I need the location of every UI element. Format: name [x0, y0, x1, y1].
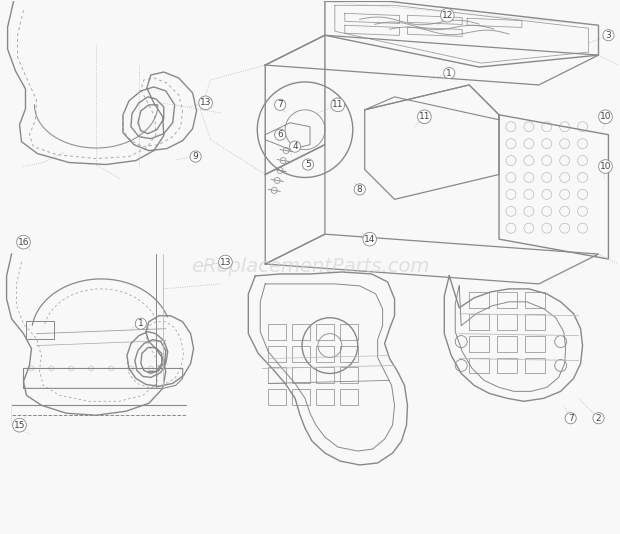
Text: 7: 7 [568, 414, 574, 423]
Bar [497, 358, 517, 373]
Text: 14: 14 [364, 234, 375, 244]
Bar [316, 324, 334, 340]
Bar [497, 314, 517, 329]
Bar [469, 292, 489, 308]
Bar [316, 345, 334, 362]
Text: 8: 8 [357, 185, 363, 194]
Bar [268, 345, 286, 362]
Bar [268, 389, 286, 405]
Bar [469, 336, 489, 351]
Text: 13: 13 [200, 98, 211, 107]
Bar [268, 324, 286, 340]
Text: 9: 9 [193, 152, 198, 161]
Bar [497, 292, 517, 308]
Text: 1: 1 [446, 68, 452, 77]
Bar [525, 314, 545, 329]
Bar [525, 358, 545, 373]
Text: 10: 10 [600, 112, 611, 121]
Text: 10: 10 [600, 162, 611, 171]
Bar [292, 324, 310, 340]
Text: 16: 16 [18, 238, 29, 247]
Bar [340, 324, 358, 340]
Text: 1: 1 [138, 319, 144, 328]
Bar [340, 367, 358, 383]
Text: 13: 13 [219, 257, 231, 266]
Text: 2: 2 [596, 414, 601, 423]
Text: eReplacementParts.com: eReplacementParts.com [191, 256, 429, 276]
Text: 7: 7 [277, 100, 283, 109]
Bar [27, 321, 55, 339]
Bar [469, 314, 489, 329]
Text: 3: 3 [606, 31, 611, 40]
Bar [292, 389, 310, 405]
Text: 6: 6 [277, 130, 283, 139]
Bar [292, 345, 310, 362]
Bar [497, 336, 517, 351]
Bar [316, 389, 334, 405]
Text: 15: 15 [14, 421, 25, 430]
Text: 12: 12 [441, 11, 453, 20]
Bar [316, 367, 334, 383]
Text: 4: 4 [292, 142, 298, 151]
Text: 11: 11 [418, 112, 430, 121]
Bar [469, 358, 489, 373]
Bar [292, 367, 310, 383]
Bar [525, 336, 545, 351]
Bar [268, 367, 286, 383]
Bar [340, 389, 358, 405]
Bar [525, 292, 545, 308]
Bar [340, 345, 358, 362]
Text: 5: 5 [305, 160, 311, 169]
Text: 11: 11 [332, 100, 343, 109]
